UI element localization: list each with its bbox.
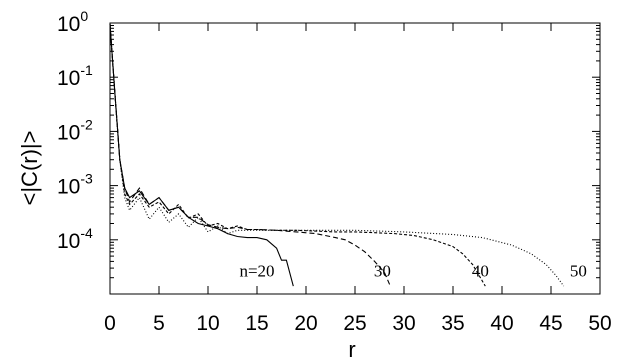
series-annotation: 50 [570, 262, 587, 281]
y-tick-label: 10-2 [57, 116, 93, 144]
y-tick-label: 10-3 [57, 171, 93, 199]
plot-frame [109, 22, 601, 295]
x-tick-label: 50 [588, 312, 611, 335]
y-tick-label: 10-1 [57, 62, 93, 90]
y-axis-title: <|C(r)|> [17, 131, 42, 206]
annotation-layer: n=20 30 40 50 [239, 262, 586, 281]
x-axis-ticks: 0 5 10 15 20 25 30 35 40 45 50 [104, 23, 612, 335]
series-layer [109, 24, 565, 287]
y-tick-label: 100 [57, 8, 88, 36]
series-line-n-20 [109, 24, 294, 287]
x-axis-title: r [348, 337, 355, 360]
y-axis-ticks: 100 10-1 10-2 10-3 10-4 [57, 8, 600, 279]
series-annotation: n=20 [239, 262, 274, 281]
x-tick-label: 25 [343, 312, 366, 335]
series-line-50 [109, 24, 565, 287]
x-tick-label: 40 [490, 312, 513, 335]
x-tick-label: 35 [441, 312, 464, 335]
series-annotation: 30 [374, 262, 391, 281]
series-line-30 [109, 24, 391, 287]
series-line-40 [109, 24, 486, 287]
x-tick-label: 5 [153, 312, 165, 335]
series-annotation: 40 [472, 262, 489, 281]
x-tick-label: 0 [104, 312, 116, 335]
x-tick-label: 45 [539, 312, 562, 335]
x-tick-label: 15 [245, 312, 268, 335]
x-tick-label: 20 [294, 312, 317, 335]
x-tick-label: 30 [392, 312, 415, 335]
y-tick-label: 10-4 [57, 225, 93, 253]
x-tick-label: 10 [196, 312, 219, 335]
